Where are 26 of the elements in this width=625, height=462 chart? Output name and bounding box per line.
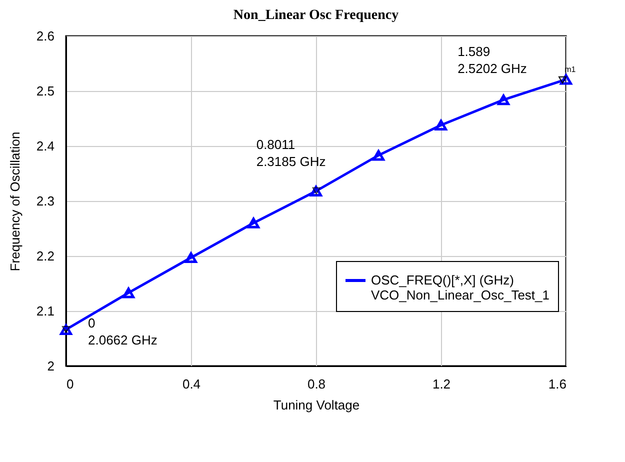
annotation: 0 2.0662 GHz [88, 316, 158, 348]
y-tick-label: 2.1 [36, 304, 54, 318]
point [122, 287, 134, 298]
y-tick-label: 2 [47, 358, 54, 374]
x-tick-label: 1.6 [548, 376, 566, 392]
point [435, 120, 447, 130]
annotation: 1.589 2.5202 GHz [458, 44, 527, 76]
x-axis-title: Tuning Voltage [273, 398, 360, 412]
y-tick-label: 2.5 [36, 84, 54, 98]
x-tick-label: 0 [66, 376, 74, 392]
point [498, 94, 510, 106]
chart-title: Non_Linear Osc Frequency [233, 8, 399, 23]
y-axis-title: Frequency of Oscillation [7, 132, 22, 272]
y-tick-label: 2.4 [36, 138, 54, 154]
legend-label: OSC_FREQ()[*,X] (GHz) VCO_Non_Linear_Osc_Test_1 [371, 272, 550, 302]
y-tick-label: 2.6 [36, 28, 54, 44]
point [560, 74, 572, 85]
point [185, 252, 197, 264]
point [248, 218, 260, 228]
x-tick-label: 0.4 [182, 376, 201, 392]
y-tick-label: 2.2 [36, 248, 54, 264]
y-tick-label: 2.3 [36, 194, 54, 208]
point [372, 150, 384, 161]
x-tick-label: 0.8 [307, 376, 326, 392]
annotation: 0.8011 2.3185 GHz [256, 136, 326, 169]
x-tick-label: 1.2 [432, 376, 451, 392]
